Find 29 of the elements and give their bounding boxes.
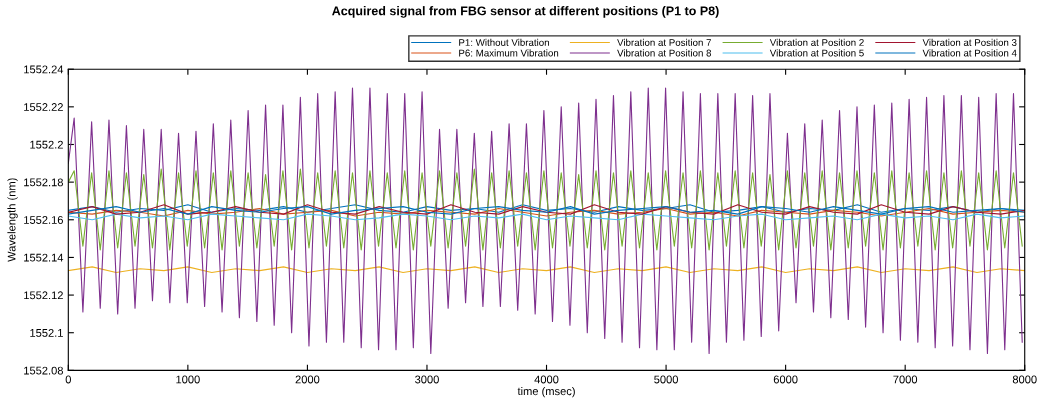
x-tick-label: 0 — [65, 375, 71, 384]
legend-label: Vibration at Position 7 — [617, 38, 711, 46]
y-tick-label: 1552.12 — [24, 291, 63, 300]
x-axis-title: time (msec) — [517, 386, 575, 398]
legend-label: P1: Without Vibration — [459, 38, 549, 46]
legend-label: Vibration at Position 2 — [769, 38, 864, 46]
legend-label: Vibration at Position 5 — [769, 49, 864, 57]
y-tick-label: 1552.22 — [24, 103, 63, 111]
legend-label: Vibration at Position 4 — [922, 49, 1017, 57]
legend-label: P6: Maximum Vibration — [459, 49, 559, 57]
y-tick-label: 1552.18 — [24, 178, 63, 187]
y-tick-label: 1552.2 — [30, 140, 63, 149]
x-tick-label: 8000 — [1012, 375, 1037, 384]
x-tick-label: 2000 — [295, 375, 320, 384]
y-axis-title: Wavelength (nm) — [7, 178, 18, 262]
x-tick-label: 3000 — [415, 375, 439, 384]
x-tick-label: 7000 — [893, 375, 918, 384]
y-tick-label: 1552.14 — [24, 253, 64, 262]
y-tick-label: 1552.16 — [24, 216, 63, 224]
y-tick-label: 1552.24 — [24, 65, 64, 74]
x-tick-label: 4000 — [534, 375, 559, 384]
x-tick-label: 1000 — [176, 375, 200, 384]
y-tick-label: 1552.08 — [24, 366, 63, 375]
legend-label: Vibration at Position 3 — [922, 38, 1017, 46]
x-tick-label: 5000 — [654, 375, 678, 384]
legend-label: Vibration at Position 8 — [617, 49, 712, 57]
y-tick-label: 1552.1 — [30, 328, 63, 337]
x-tick-label: 6000 — [773, 375, 798, 384]
chart-title: Acquired signal from FBG sensor at different positions (P1 to P8) — [332, 6, 719, 18]
